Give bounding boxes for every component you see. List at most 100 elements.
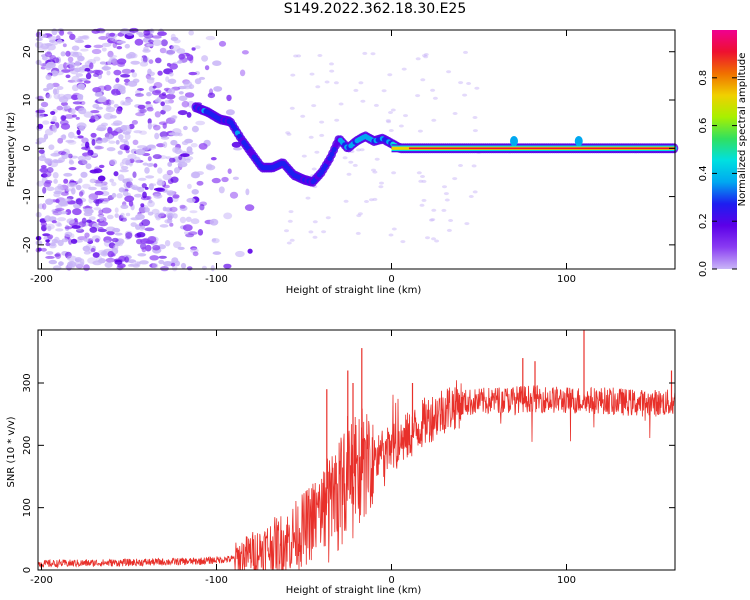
noise-blob [47,234,54,240]
noise-blob [77,159,88,166]
noise-blob [56,105,64,111]
noise-blob [170,33,176,40]
noise-blob [55,207,65,212]
noise-blob [145,175,155,179]
noise-blob [45,255,55,259]
noise-blob [55,228,64,232]
noise-blob [145,244,152,252]
noise-blob [173,241,182,249]
noise-blob [162,104,172,112]
y-tick-label: 100 [22,498,33,517]
noise-blob [142,49,151,53]
noise-blob [93,207,102,211]
noise-blob [108,57,117,63]
noise-blob [430,218,436,222]
noise-blob [42,186,47,194]
y-tick-label: 20 [22,45,33,58]
noise-blob [67,31,73,35]
noise-blob [180,153,190,158]
noise-blob [65,50,71,57]
x-tick-label: -200 [30,274,53,285]
noise-blob [352,163,358,167]
noise-blob [108,140,116,144]
noise-blob [134,261,141,266]
noise-blob [77,83,86,90]
noise-blob [101,137,108,143]
noise-blob [89,62,94,70]
x-tick-label: 0 [388,274,394,285]
noise-blob [388,129,394,132]
noise-blob [159,131,169,138]
noise-blob [156,180,165,186]
noise-blob [60,191,69,196]
noise-blob [311,167,317,171]
y-tick-label: 200 [22,436,33,455]
noise-blob [177,161,188,168]
noise-blob [139,61,149,67]
noise-blob [106,214,114,220]
spectrogram-frame [37,29,676,270]
noise-blob [138,177,147,181]
noise-blob [93,44,104,49]
noise-blob [98,36,108,40]
noise-blob [201,55,209,62]
noise-blob [194,45,201,49]
ridge-bump [510,136,518,147]
noise-blob [84,232,90,238]
noise-blob [66,255,77,262]
noise-blob [125,98,133,103]
noise-blob [448,219,454,222]
noise-blob [127,263,134,267]
x-tick-label: -200 [30,575,53,586]
colorbar-tick-label: 0.4 [698,165,709,181]
noise-blob [106,70,111,76]
noise-blob [106,147,116,152]
noise-blob [61,238,69,243]
noise-blob [44,128,54,136]
noise-blob [63,172,73,177]
noise-blob [120,204,129,209]
noise-blob [56,217,67,222]
noise-blob [90,115,95,121]
noise-blob [113,171,119,177]
noise-blob [319,120,325,124]
colorbar-label: Normalized spectral amplitude [737,53,748,207]
noise-blob [46,61,56,69]
noise-blob [50,152,61,157]
noise-blob [114,259,123,265]
noise-blob [42,120,50,125]
noise-blob [139,225,145,231]
noise-blob [174,147,182,155]
noise-blob [187,183,192,189]
noise-blob [99,214,104,222]
noise-blob [353,88,359,92]
noise-blob [46,83,54,90]
noise-blob [76,122,87,129]
noise-blob [356,148,361,152]
noise-blob [169,72,174,77]
noise-blob [325,216,331,220]
noise-blob [416,171,422,175]
noise-blob [58,150,66,156]
noise-blob [205,35,216,41]
noise-blob [76,228,85,233]
noise-blob [67,140,77,145]
noise-blob [118,134,124,140]
noise-blob [239,69,246,77]
noise-blob [329,62,334,66]
noise-blob [289,238,295,242]
noise-blob [221,176,229,183]
noise-blob [196,171,204,176]
noise-blob [38,149,45,154]
noise-blob [101,207,112,214]
noise-blob [50,118,58,123]
noise-blob [75,116,80,120]
noise-blob [188,30,194,36]
noise-blob [117,239,124,247]
noise-blob [57,137,64,144]
noise-blob [390,108,396,112]
noise-blob [111,237,119,243]
noise-blob [170,44,181,52]
noise-blob [329,69,335,73]
noise-blob [67,260,77,268]
